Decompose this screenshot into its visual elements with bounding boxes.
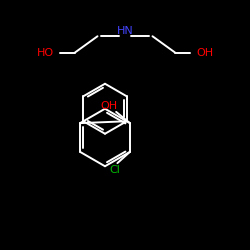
Text: HO: HO	[37, 48, 54, 58]
Text: Cl: Cl	[109, 165, 120, 175]
Text: OH: OH	[196, 48, 214, 58]
Text: HN: HN	[116, 26, 134, 36]
Text: OH: OH	[101, 101, 118, 111]
